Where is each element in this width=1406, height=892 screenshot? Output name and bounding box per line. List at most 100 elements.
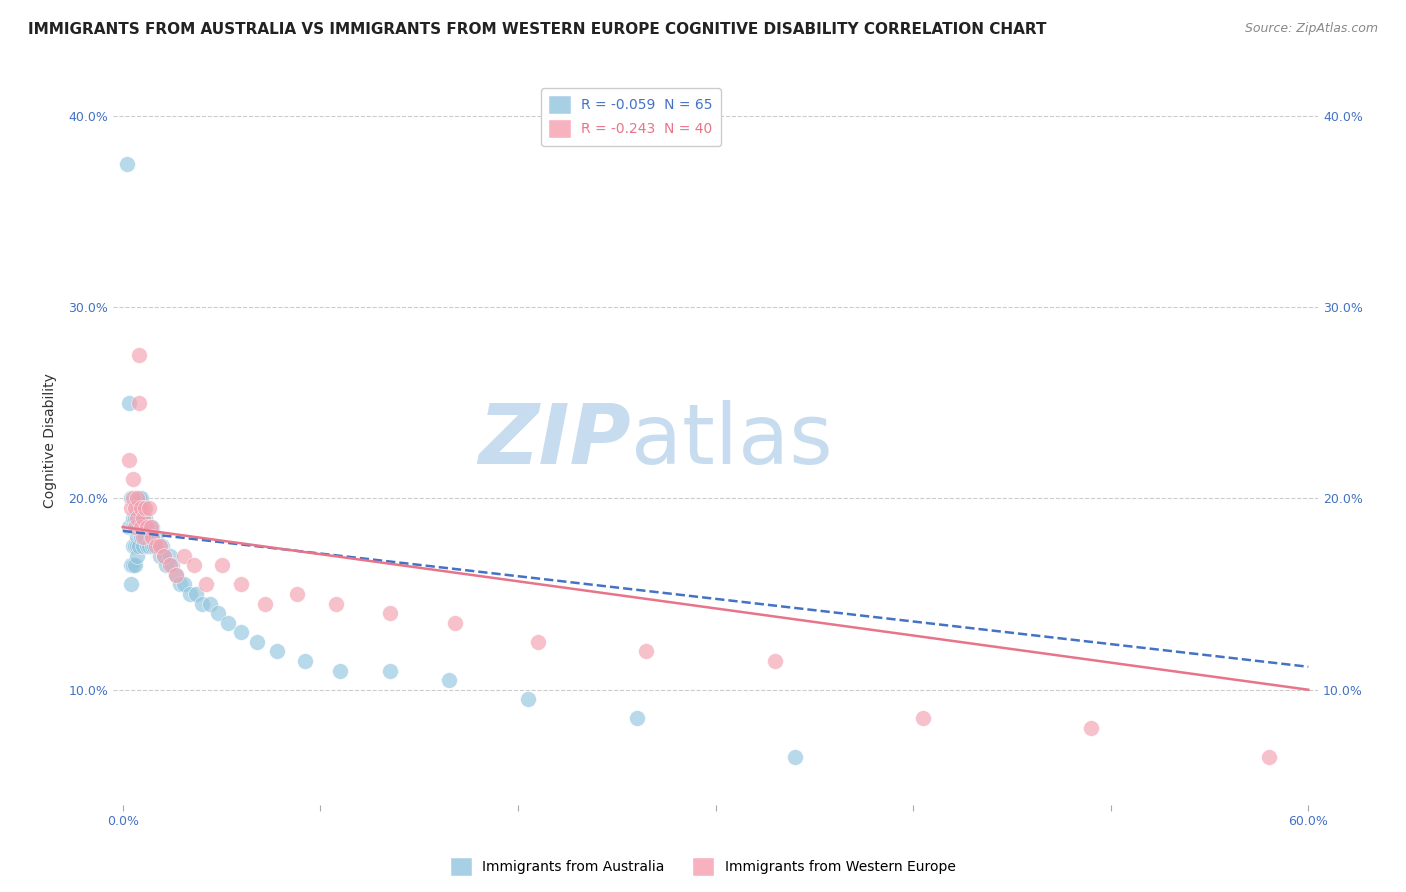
Point (194, 577, 217, 591)
Point (118, 395, 141, 409)
Point (128, 539, 150, 553)
Point (120, 491, 142, 506)
Point (231, 577, 253, 591)
Point (1257, 749, 1279, 764)
Point (141, 530, 163, 544)
Text: Source: ZipAtlas.com: Source: ZipAtlas.com (1244, 22, 1378, 36)
Point (153, 549, 176, 563)
Point (211, 558, 233, 573)
Point (145, 539, 167, 553)
Point (162, 558, 184, 573)
Point (378, 606, 401, 620)
Point (149, 549, 172, 563)
Point (159, 549, 181, 563)
Point (138, 500, 160, 515)
Point (143, 539, 166, 553)
Point (139, 530, 162, 544)
Point (169, 577, 191, 591)
Point (128, 520, 150, 534)
Point (135, 539, 157, 553)
Point (131, 520, 153, 534)
Point (145, 530, 167, 544)
Point (141, 520, 163, 534)
Text: atlas: atlas (631, 401, 832, 482)
Legend: Immigrants from Australia, Immigrants from Western Europe: Immigrants from Australia, Immigrants fr… (444, 853, 962, 880)
Point (763, 654, 786, 668)
Point (183, 558, 205, 573)
Point (135, 520, 157, 534)
Point (294, 654, 316, 668)
Point (131, 530, 153, 544)
Point (266, 644, 288, 658)
Point (207, 606, 229, 620)
Point (125, 549, 148, 563)
Point (159, 558, 181, 573)
Point (129, 510, 152, 524)
Point (329, 664, 352, 678)
Point (141, 539, 163, 553)
Point (1080, 721, 1102, 735)
Point (118, 453, 141, 467)
Point (217, 615, 239, 630)
Point (125, 539, 148, 553)
Point (285, 587, 308, 601)
Point (173, 549, 195, 563)
Point (129, 491, 152, 506)
Point (121, 558, 143, 573)
Point (783, 749, 806, 764)
Point (437, 673, 460, 688)
Point (179, 587, 201, 601)
Point (231, 625, 253, 640)
Point (120, 558, 142, 573)
Point (125, 530, 148, 544)
Point (124, 510, 146, 524)
Point (184, 587, 207, 601)
Point (118, 520, 141, 534)
Y-axis label: Cognitive Disability: Cognitive Disability (44, 374, 58, 508)
Point (138, 539, 160, 553)
Point (121, 520, 143, 534)
Point (139, 520, 162, 534)
Point (115, 156, 138, 170)
Point (121, 510, 143, 524)
Point (128, 491, 150, 506)
Point (378, 664, 401, 678)
Point (165, 568, 187, 582)
Point (131, 539, 153, 553)
Point (125, 520, 148, 534)
Point (443, 615, 465, 630)
Point (120, 577, 142, 591)
Point (129, 520, 152, 534)
Point (325, 597, 347, 611)
Point (121, 539, 143, 553)
Point (153, 549, 176, 563)
Point (124, 558, 146, 573)
Point (150, 539, 173, 553)
Point (128, 395, 150, 409)
Point (124, 520, 146, 534)
Point (131, 510, 153, 524)
Point (124, 500, 146, 515)
Point (198, 597, 221, 611)
Point (125, 510, 148, 524)
Point (626, 711, 648, 725)
Point (129, 500, 152, 515)
Point (131, 500, 153, 515)
Point (134, 530, 156, 544)
Point (134, 510, 156, 524)
Legend: R = -0.059  N = 65, R = -0.243  N = 40: R = -0.059 N = 65, R = -0.243 N = 40 (541, 88, 721, 145)
Point (173, 577, 195, 591)
Point (135, 520, 157, 534)
Point (148, 539, 170, 553)
Point (191, 597, 214, 611)
Point (165, 568, 187, 582)
Point (155, 558, 177, 573)
Text: IMMIGRANTS FROM AUSTRALIA VS IMMIGRANTS FROM WESTERN EUROPE COGNITIVE DISABILITY: IMMIGRANTS FROM AUSTRALIA VS IMMIGRANTS … (28, 22, 1046, 37)
Point (125, 491, 148, 506)
Point (526, 635, 548, 649)
Point (121, 472, 143, 486)
Point (124, 520, 146, 534)
Point (128, 348, 150, 362)
Point (129, 530, 152, 544)
Text: ZIP: ZIP (478, 401, 631, 482)
